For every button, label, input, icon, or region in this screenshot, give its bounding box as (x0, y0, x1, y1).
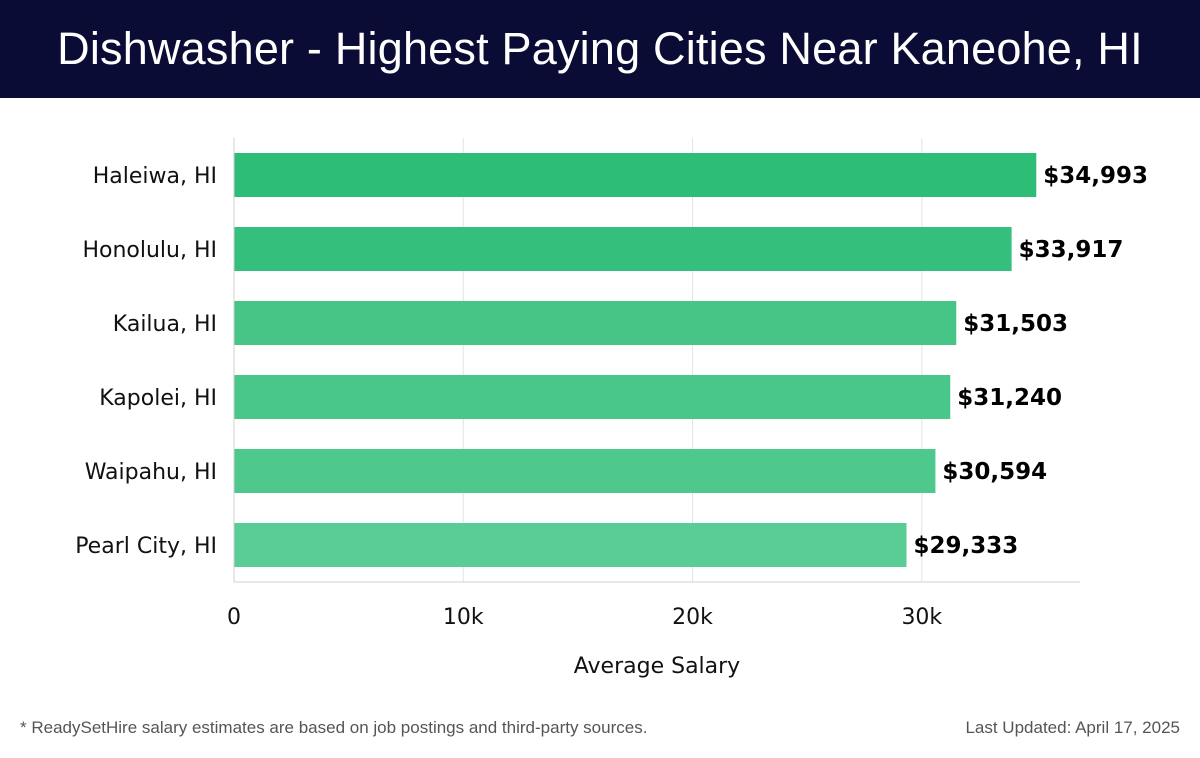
bar (234, 523, 907, 567)
value-label: $34,993 (1043, 163, 1148, 189)
value-label: $29,333 (914, 533, 1019, 559)
bar (234, 153, 1037, 197)
x-axis-title: Average Salary (574, 654, 740, 679)
chart-title: Dishwasher - Highest Paying Cities Near … (57, 23, 1143, 74)
category-label: Pearl City, HI (75, 534, 217, 559)
axes (233, 138, 1080, 583)
category-label: Honolulu, HI (82, 238, 217, 263)
x-tick-label: 30k (901, 605, 942, 630)
value-label: $31,503 (963, 311, 1068, 337)
value-label: $33,917 (1019, 237, 1124, 263)
category-label: Kapolei, HI (99, 386, 217, 411)
category-label: Haleiwa, HI (93, 164, 217, 189)
value-label: $31,240 (957, 385, 1062, 411)
bars (234, 153, 1037, 567)
last-updated: Last Updated: April 17, 2025 (965, 718, 1180, 737)
x-tick-label: 0 (227, 605, 241, 630)
x-tick-label: 20k (672, 605, 713, 630)
chart-header: Dishwasher - Highest Paying Cities Near … (0, 0, 1200, 98)
value-label: $30,594 (942, 459, 1047, 485)
category-label: Waipahu, HI (85, 460, 217, 485)
bar (234, 227, 1012, 271)
x-tick-label: 10k (443, 605, 484, 630)
labels: 0 10k 20k 30k Haleiwa, HI $34,993 Honolulu, HI… (75, 163, 1148, 679)
bar (234, 449, 936, 493)
bar-chart: 0 10k 20k 30k Haleiwa, HI $34,993 Honolulu, HI… (75, 138, 1148, 679)
grid-lines (462, 138, 923, 582)
footnote: * ReadySetHire salary estimates are base… (20, 718, 648, 737)
bar (234, 301, 957, 345)
bar (234, 375, 951, 419)
category-label: Kailua, HI (113, 312, 217, 337)
